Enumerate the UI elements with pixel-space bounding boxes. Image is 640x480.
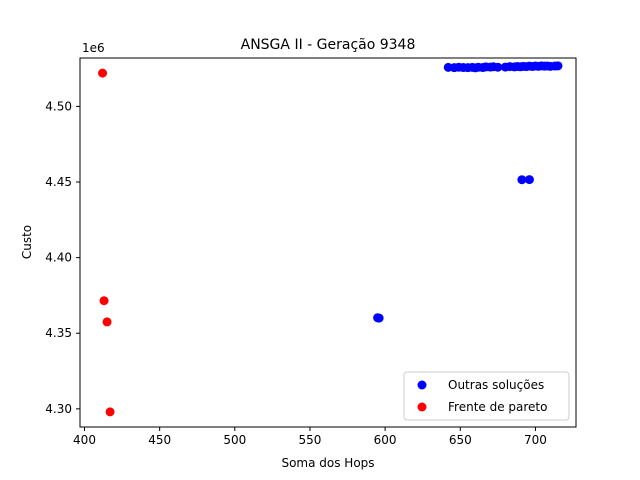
legend-marker-outras-solucoes (417, 380, 427, 390)
legend-marker-frente-de-pareto (417, 402, 427, 412)
chart-title: ANSGA II - Geração 9348 (241, 37, 416, 53)
point-outras-solucoes-31 (524, 175, 534, 185)
y-tick-label-2: 4.40 (45, 251, 72, 265)
x-tick-label-500: 500 (223, 433, 246, 447)
y-axis-label: Custo (20, 225, 34, 259)
point-frente-de-pareto-1 (99, 296, 109, 306)
plot-marks (98, 61, 563, 417)
y-offset-label: 1e6 (82, 41, 105, 55)
point-frente-de-pareto-2 (102, 317, 112, 327)
y-tick-label-1: 4.35 (45, 326, 72, 340)
point-outras-solucoes-29 (553, 61, 563, 71)
x-axis: 400 450 500 550 600 650 700 (73, 427, 547, 447)
legend-box (403, 371, 570, 421)
x-axis-label: Soma dos Hops (281, 456, 374, 470)
x-tick-label-700: 700 (524, 433, 547, 447)
x-tick-label-600: 600 (374, 433, 397, 447)
legend-label-frente-de-pareto: Frente de pareto (448, 400, 547, 414)
y-tick-label-0: 4.30 (45, 402, 72, 416)
x-tick-label-650: 650 (449, 433, 472, 447)
point-frente-de-pareto-0 (98, 68, 108, 78)
point-outras-solucoes-30 (517, 175, 527, 185)
y-axis: 4.30 4.35 4.40 4.45 4.50 (45, 99, 80, 416)
point-outras-solucoes-33 (374, 313, 384, 323)
x-tick-label-450: 450 (148, 433, 171, 447)
legend: Outras soluções Frente de pareto (403, 371, 570, 421)
legend-label-outras-solucoes: Outras soluções (448, 378, 544, 392)
x-tick-label-400: 400 (73, 433, 96, 447)
y-tick-label-3: 4.45 (45, 175, 72, 189)
plot-area-frame (79, 57, 577, 428)
point-outras-solucoes-12 (493, 62, 503, 72)
point-frente-de-pareto-3 (105, 407, 115, 417)
y-tick-label-4: 4.50 (45, 99, 72, 113)
x-tick-label-550: 550 (299, 433, 322, 447)
